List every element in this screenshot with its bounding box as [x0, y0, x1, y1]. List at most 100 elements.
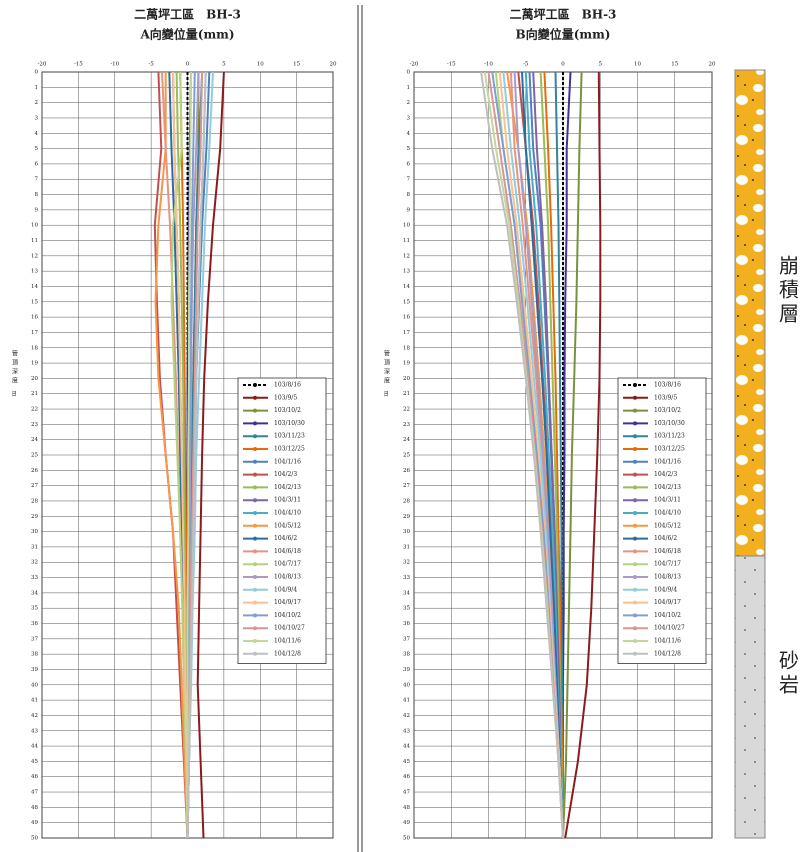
legend-label: 104/2/3 — [274, 471, 297, 478]
y-tick-label: 44 — [31, 744, 38, 750]
y-tick-label: 7 — [407, 177, 411, 183]
y-tick-label: 14 — [31, 284, 38, 290]
y-tick-label: 17 — [403, 330, 410, 336]
y-tick-label: 20 — [31, 376, 38, 382]
legend-label: 104/4/10 — [654, 510, 681, 517]
y-tick-label: 26 — [31, 468, 38, 474]
x-tick-label: -15 — [74, 62, 83, 68]
x-tick-label: -10 — [484, 62, 493, 68]
legend-label: 104/4/10 — [274, 510, 301, 517]
y-tick-label: 21 — [31, 391, 38, 397]
series-line — [564, 71, 602, 839]
y-tick-label: 21 — [403, 391, 410, 397]
series-line — [186, 71, 207, 839]
y-tick-label: 16 — [403, 315, 410, 321]
y-tick-label: 29 — [403, 514, 410, 520]
y-tick-label: 42 — [403, 713, 410, 719]
y-tick-label: 48 — [403, 805, 410, 811]
y-tick-label: 39 — [403, 667, 410, 673]
y-tick-label: 2 — [407, 100, 411, 106]
series-line — [186, 71, 193, 838]
y-tick-label: 18 — [31, 345, 38, 351]
legend-label: 104/2/13 — [274, 484, 301, 491]
y-tick-label: 4 — [35, 131, 39, 137]
legend-label: 104/8/13 — [274, 574, 301, 581]
y-tick-label: 35 — [31, 606, 38, 612]
y-tick-label: 41 — [403, 698, 410, 704]
legend-marker — [633, 498, 637, 503]
x-tick-label: -10 — [110, 62, 119, 68]
legend-label: 103/8/16 — [654, 382, 681, 389]
legend-label: 104/10/2 — [654, 612, 681, 619]
series-line — [154, 72, 189, 839]
legend-marker — [253, 575, 257, 579]
legend-label: 104/1/16 — [274, 458, 301, 465]
y-tick-label: 47 — [31, 790, 38, 796]
legend-marker — [253, 408, 257, 413]
y-tick-label: 29 — [31, 514, 38, 520]
y-tick-label: 45 — [31, 759, 38, 765]
x-tick-label: -5 — [148, 62, 154, 68]
legend-marker — [253, 459, 257, 464]
legend-label: 104/2/13 — [654, 484, 681, 491]
legend-marker — [253, 472, 257, 477]
legend-marker — [253, 562, 257, 567]
legend-marker — [633, 434, 637, 439]
y-tick-label: 0 — [35, 70, 39, 76]
legend-label: 104/9/4 — [274, 586, 297, 593]
y-tick-label: 50 — [403, 836, 410, 842]
x-tick-label: 5 — [599, 62, 603, 68]
legend-label: 103/9/5 — [654, 394, 677, 401]
legend-label: 104/11/6 — [274, 638, 301, 645]
legend-marker — [633, 485, 637, 490]
y-tick-label: 37 — [31, 636, 38, 642]
y-tick-label: 11 — [403, 238, 410, 244]
x-tick-label: 10 — [257, 62, 264, 68]
legend-marker — [253, 511, 257, 515]
series-line — [521, 71, 564, 839]
y-tick-label: 0 — [407, 70, 411, 76]
y-tick-label: 43 — [403, 728, 410, 734]
legend-label: 103/8/16 — [274, 382, 301, 389]
legend-label: 103/11/23 — [654, 433, 685, 440]
y-tick-label: 46 — [403, 774, 410, 780]
legend-label: 104/9/17 — [654, 599, 681, 606]
legend-marker — [633, 395, 637, 400]
x-tick-label: 15 — [293, 62, 300, 68]
legend-label: 103/10/2 — [654, 407, 681, 414]
legend-label: 103/12/25 — [274, 446, 305, 453]
y-tick-label: 40 — [403, 682, 410, 688]
y-tick-label: 46 — [31, 774, 38, 780]
strata-colluvium — [734, 69, 766, 557]
y-tick-label: 22 — [31, 407, 38, 413]
y-tick-label: 1 — [35, 85, 39, 91]
y-tick-label: 13 — [403, 269, 410, 275]
legend-label: 104/7/17 — [654, 561, 681, 568]
legend-label: 104/10/27 — [654, 625, 685, 632]
chart-subtitle: B向變位量(mm) — [516, 27, 611, 42]
legend-label: 104/6/2 — [274, 535, 297, 542]
series-line — [562, 71, 583, 839]
y-tick-label: 23 — [403, 422, 410, 428]
legend-label: 103/10/30 — [274, 420, 305, 427]
legend-marker — [633, 408, 637, 413]
legend-marker — [253, 485, 257, 490]
legend-label: 104/6/18 — [654, 548, 681, 555]
y-axis-label: 管頂深度 m — [383, 349, 390, 399]
legend-marker — [633, 613, 637, 618]
legend-marker — [253, 395, 257, 400]
x-tick-label: -15 — [447, 62, 456, 68]
y-tick-label: 23 — [31, 422, 38, 428]
legend-marker — [633, 600, 637, 605]
legend-marker — [633, 459, 637, 464]
series-line — [480, 71, 564, 839]
y-tick-label: 50 — [31, 836, 38, 842]
y-tick-label: 33 — [31, 575, 38, 581]
legend-label: 103/9/5 — [274, 394, 297, 401]
strata-label: 崩積層 — [776, 255, 800, 327]
y-axis-label: 管頂深度 m — [11, 349, 18, 399]
y-tick-label: 32 — [31, 560, 38, 566]
y-tick-label: 4 — [407, 131, 411, 137]
legend-marker — [633, 536, 637, 541]
